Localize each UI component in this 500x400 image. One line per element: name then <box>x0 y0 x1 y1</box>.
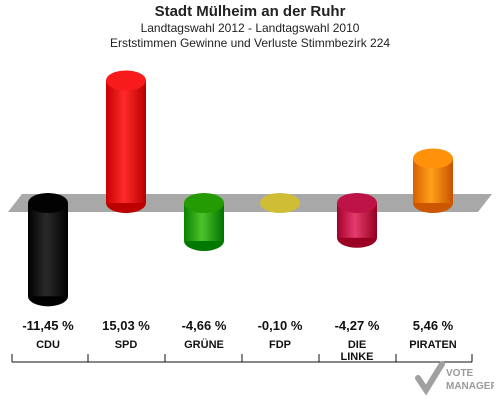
labels-group: -11,45 % CDU 15,03 % SPD -4,66 % GRÜNE -0,10 %… <box>22 318 456 363</box>
category-label: DIE <box>348 339 366 351</box>
category-label: SPD <box>115 339 138 351</box>
category-label: GRÜNE <box>184 338 224 351</box>
chart-title: Stadt Mülheim an der Ruhr <box>154 3 346 20</box>
bar-body <box>106 80 146 203</box>
category-label: LINKE <box>341 351 374 363</box>
category-label: PIRATEN <box>409 339 457 351</box>
chart-subtitle-1: Landtagswahl 2012 - Landtagswahl 2010 <box>140 21 360 35</box>
chart-header: Stadt Mülheim an der Ruhr Landtagswahl 2… <box>0 0 500 51</box>
bar-fdp <box>260 193 300 213</box>
category-label: FDP <box>269 339 291 351</box>
bar-top-cap <box>260 193 300 213</box>
value-label: 15,03 % <box>102 318 150 333</box>
bar-body <box>28 203 68 297</box>
bar-top-cap <box>184 193 224 213</box>
bar-spd <box>106 70 146 213</box>
logo-line-1: VOTE <box>446 368 474 379</box>
bar-top-cap <box>106 70 146 91</box>
checkmark-icon <box>415 361 445 396</box>
bar-top-cap <box>337 193 377 213</box>
value-label: -0,10 % <box>258 318 303 333</box>
bar-grüne <box>184 193 224 251</box>
category-label: CDU <box>36 339 60 351</box>
value-label: -4,27 % <box>335 318 380 333</box>
bar-die-linke <box>337 193 377 248</box>
logo-line-2: MANAGER <box>446 381 494 392</box>
category-axis <box>11 354 473 363</box>
bar-top-cap <box>413 148 453 169</box>
value-label: -4,66 % <box>182 318 227 333</box>
bar-cdu <box>28 193 68 307</box>
bar-piraten <box>413 148 453 213</box>
bar-top-cap <box>28 193 68 213</box>
value-label: -11,45 % <box>22 318 74 333</box>
votemanager-logo: VOTE MANAGER <box>415 361 494 396</box>
chart-subtitle-2: Erststimmen Gewinne und Verluste Stimmbe… <box>109 36 391 50</box>
bars-group <box>28 70 453 307</box>
value-label: 5,46 % <box>413 318 454 333</box>
